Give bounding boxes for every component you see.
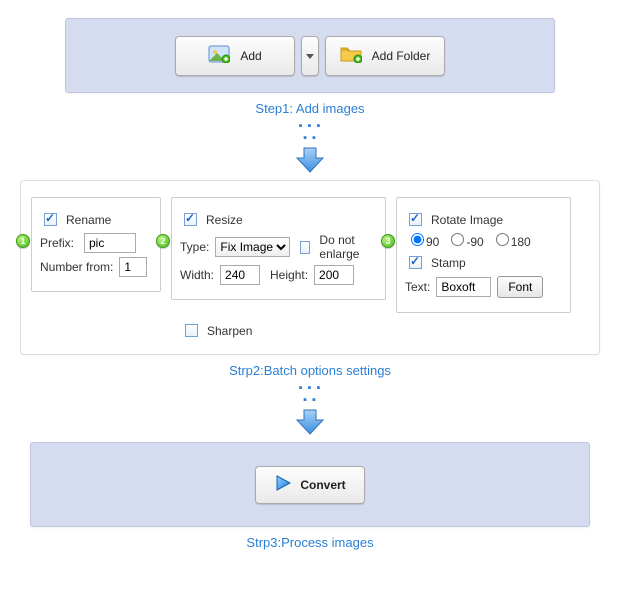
image-add-icon: [208, 45, 230, 66]
rotate-180-radio[interactable]: [496, 233, 509, 246]
step2-panel: 1 Rename Prefix: Number from: 2 Resize T: [20, 180, 600, 355]
height-label: Height:: [270, 268, 308, 282]
rotate-90-label: 90: [426, 235, 439, 249]
convert-button-label: Convert: [300, 478, 345, 492]
add-button-label: Add: [240, 49, 261, 63]
rotate-90-radio[interactable]: [411, 233, 424, 246]
resize-group: 2 Resize Type: Fix Image Do not enlarge …: [171, 197, 386, 300]
type-label: Type:: [180, 240, 209, 254]
badge-1-icon: 1: [16, 234, 30, 248]
add-folder-button-label: Add Folder: [372, 49, 431, 63]
stamp-label: Stamp: [431, 256, 466, 270]
stamp-text-input[interactable]: [436, 277, 491, 297]
donotenlarge-checkbox[interactable]: [300, 241, 310, 254]
step1-caption: Step1: Add images: [10, 101, 610, 116]
rotate-label: Rotate Image: [431, 213, 503, 227]
type-select[interactable]: Fix Image: [215, 237, 290, 257]
rename-checkbox[interactable]: [44, 213, 57, 226]
resize-checkbox[interactable]: [184, 213, 197, 226]
add-folder-button[interactable]: Add Folder: [325, 36, 445, 76]
add-dropdown-button[interactable]: [301, 36, 319, 76]
text-label: Text:: [405, 280, 430, 294]
font-button[interactable]: Font: [497, 276, 543, 298]
convert-button[interactable]: Convert: [255, 466, 365, 504]
step3-panel: Convert: [30, 442, 590, 527]
play-icon: [274, 474, 292, 495]
step3-caption: Strp3:Process images: [10, 535, 610, 550]
rename-group: 1 Rename Prefix: Number from:: [31, 197, 161, 292]
chevron-down-icon: [306, 49, 314, 63]
arrow-down-icon: [295, 408, 325, 436]
prefix-input[interactable]: [84, 233, 136, 253]
rotate-checkbox[interactable]: [409, 213, 422, 226]
badge-2-icon: 2: [156, 234, 170, 248]
arrow-1: ▪ ▪ ▪▪ ▪: [10, 120, 610, 174]
stamp-checkbox[interactable]: [409, 256, 422, 269]
rotate-n90-radio[interactable]: [451, 233, 464, 246]
sharpen-checkbox[interactable]: [185, 324, 198, 337]
donotenlarge-label: Do not enlarge: [319, 233, 377, 261]
rotate-stamp-group: 3 Rotate Image 90 -90 180 Stamp Text: Fo…: [396, 197, 571, 313]
step2-caption: Strp2:Batch options settings: [10, 363, 610, 378]
rename-label: Rename: [66, 213, 111, 227]
prefix-label: Prefix:: [40, 236, 78, 250]
numberfrom-label: Number from:: [40, 260, 113, 274]
sharpen-label: Sharpen: [207, 324, 252, 338]
width-label: Width:: [180, 268, 214, 282]
width-input[interactable]: [220, 265, 260, 285]
resize-label: Resize: [206, 213, 243, 227]
add-button[interactable]: Add: [175, 36, 295, 76]
rotate-n90-label: -90: [466, 235, 483, 249]
rotate-180-label: 180: [511, 235, 531, 249]
arrow-down-icon: [295, 146, 325, 174]
numberfrom-input[interactable]: [119, 257, 147, 277]
arrow-dots-icon: ▪ ▪ ▪▪ ▪: [10, 120, 610, 144]
step1-panel: Add Add Folder: [65, 18, 555, 93]
height-input[interactable]: [314, 265, 354, 285]
folder-add-icon: [340, 45, 362, 66]
badge-3-icon: 3: [381, 234, 395, 248]
arrow-2: ▪ ▪ ▪▪ ▪: [10, 382, 610, 436]
arrow-dots-icon: ▪ ▪ ▪▪ ▪: [10, 382, 610, 406]
